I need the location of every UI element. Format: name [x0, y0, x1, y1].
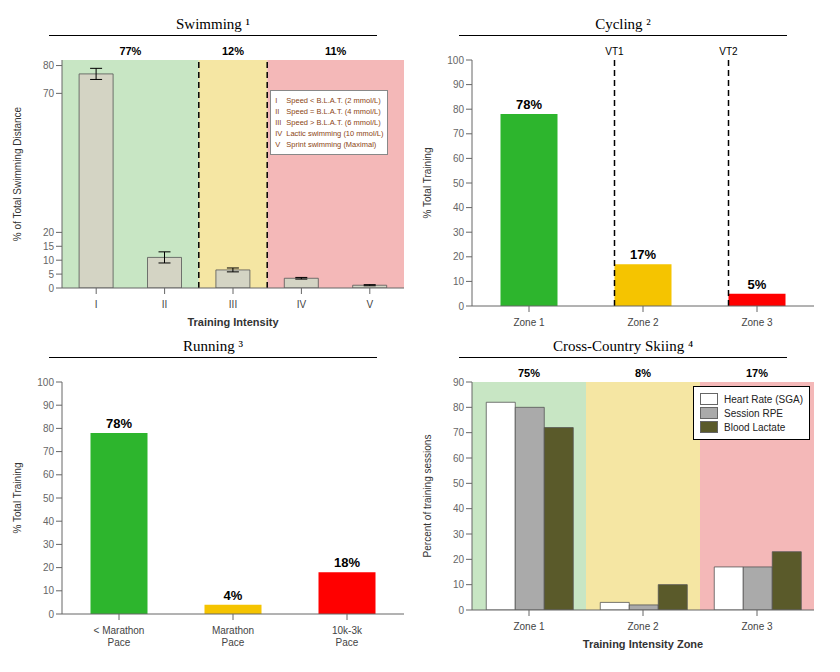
svg-text:78%: 78% — [106, 416, 132, 431]
svg-text:50: 50 — [453, 178, 465, 189]
html-text:Sprint swimming (Maximal): Sprint swimming (Maximal) — [286, 140, 377, 149]
svg-text:Percent of training sessions: Percent of training sessions — [422, 435, 433, 558]
svg-text:0: 0 — [48, 283, 54, 294]
svg-text:VT2: VT2 — [719, 46, 738, 57]
html-text:Blood Lactate: Blood Lactate — [724, 421, 786, 433]
svg-text:10: 10 — [43, 585, 55, 596]
svg-text:Zone 2: Zone 2 — [627, 621, 659, 632]
svg-text:60: 60 — [453, 153, 465, 164]
svg-text:90: 90 — [43, 400, 55, 411]
svg-text:20: 20 — [43, 227, 55, 238]
svg-text:60: 60 — [43, 469, 55, 480]
html-text:Running ³: Running ³ — [183, 338, 243, 354]
svg-text:5: 5 — [48, 269, 54, 280]
svg-text:12%: 12% — [222, 45, 244, 57]
svg-text:Zone 3: Zone 3 — [741, 317, 773, 328]
svg-text:10: 10 — [453, 579, 465, 590]
svg-text:30: 30 — [453, 529, 465, 540]
html-text:I: I — [275, 96, 278, 105]
svg-text:78%: 78% — [516, 97, 542, 112]
svg-text:0: 0 — [458, 301, 464, 312]
svg-text:70: 70 — [453, 128, 465, 139]
svg-text:IV: IV — [297, 299, 307, 310]
svg-text:% Total Training: % Total Training — [422, 148, 433, 219]
html-text:Speed = B.L.A.T. (4 mmol/L): Speed = B.L.A.T. (4 mmol/L) — [286, 107, 381, 116]
svg-text:15: 15 — [43, 241, 55, 252]
svg-text:40: 40 — [43, 516, 55, 527]
svg-text:40: 40 — [453, 202, 465, 213]
svg-text:70: 70 — [43, 88, 55, 99]
svg-text:50: 50 — [43, 493, 55, 504]
svg-text:Zone 2: Zone 2 — [627, 317, 659, 328]
html-text:Cycling ²: Cycling ² — [595, 16, 651, 32]
svg-text:4%: 4% — [224, 588, 243, 603]
html-text:Heart Rate (SGA): Heart Rate (SGA) — [724, 393, 803, 405]
svg-text:60: 60 — [453, 453, 465, 464]
svg-text:80: 80 — [453, 402, 465, 413]
svg-text:% Total Training: % Total Training — [12, 463, 23, 534]
svg-text:100: 100 — [37, 377, 54, 388]
html-text:IV Lactic swimming (10 mmol/L): IV Lactic swimming (10 mmol/L) — [275, 129, 384, 138]
svg-text:70: 70 — [43, 446, 55, 457]
svg-text:% of Total Swimming Distance: % of Total Swimming Distance — [12, 106, 23, 241]
html-text:Speed > B.L.A.T. (6 mmol/L): Speed > B.L.A.T. (6 mmol/L) — [286, 118, 381, 127]
html-text:III: III — [275, 118, 282, 127]
svg-text:< MarathonPace: < MarathonPace — [94, 625, 145, 648]
svg-text:VT1: VT1 — [605, 46, 624, 57]
svg-text:100: 100 — [447, 55, 464, 66]
svg-text:V: V — [366, 299, 373, 310]
svg-text:10: 10 — [453, 276, 465, 287]
svg-text:75%: 75% — [518, 367, 540, 379]
svg-text:70: 70 — [453, 427, 465, 438]
svg-text:10k-3kPace: 10k-3kPace — [332, 625, 363, 648]
svg-text:Zone 1: Zone 1 — [513, 621, 545, 632]
svg-text:MarathonPace: MarathonPace — [212, 625, 254, 648]
svg-text:III: III — [229, 299, 237, 310]
svg-text:I: I — [95, 299, 98, 310]
svg-text:8%: 8% — [635, 367, 651, 379]
svg-text:30: 30 — [453, 227, 465, 238]
svg-text:80: 80 — [43, 60, 55, 71]
svg-text:90: 90 — [453, 79, 465, 90]
svg-text:20: 20 — [453, 251, 465, 262]
svg-text:20: 20 — [453, 554, 465, 565]
svg-text:40: 40 — [453, 503, 465, 514]
svg-text:0: 0 — [48, 609, 54, 620]
svg-text:17%: 17% — [746, 367, 768, 379]
html-text:Swimming ¹: Swimming ¹ — [176, 16, 250, 32]
svg-text:20: 20 — [43, 562, 55, 573]
html-text:Cross-Country Skiing ⁴: Cross-Country Skiing ⁴ — [552, 338, 694, 354]
svg-text:77%: 77% — [119, 45, 141, 57]
svg-text:II: II — [162, 299, 168, 310]
svg-text:18%: 18% — [334, 555, 360, 570]
svg-text:80: 80 — [43, 423, 55, 434]
svg-text:5%: 5% — [748, 277, 767, 292]
svg-text:90: 90 — [453, 377, 465, 388]
svg-text:50: 50 — [453, 478, 465, 489]
svg-text:17%: 17% — [630, 247, 656, 262]
html-text:Speed < B.L.A.T. (2 mmol/L): Speed < B.L.A.T. (2 mmol/L) — [286, 96, 381, 105]
svg-text:80: 80 — [453, 104, 465, 115]
svg-text:30: 30 — [43, 539, 55, 550]
html-text:V: V — [275, 140, 281, 149]
svg-text:11%: 11% — [325, 45, 347, 57]
svg-text:Training Intensity: Training Intensity — [187, 316, 279, 328]
html-text:Session RPE: Session RPE — [724, 407, 783, 419]
svg-text:Zone 3: Zone 3 — [741, 621, 773, 632]
svg-text:Training Intensity Zone: Training Intensity Zone — [583, 638, 703, 650]
svg-text:0: 0 — [458, 605, 464, 616]
svg-text:Zone 1: Zone 1 — [513, 317, 545, 328]
svg-text:10: 10 — [43, 255, 55, 266]
html-text:II: II — [275, 107, 280, 116]
